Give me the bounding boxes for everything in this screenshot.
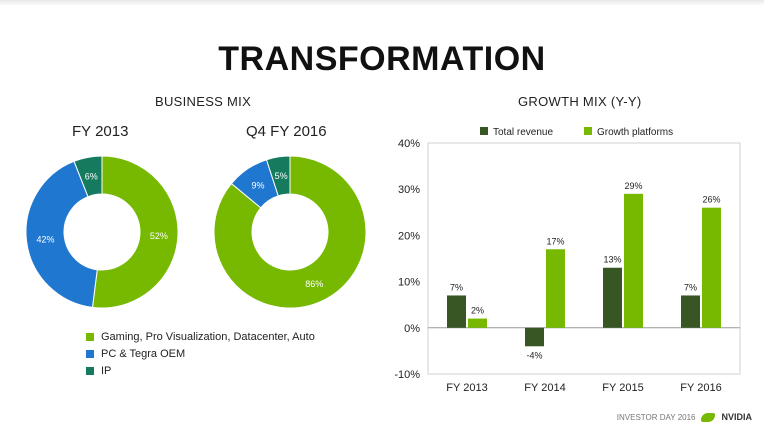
donut-slice — [91, 155, 179, 309]
donut-slice-label: 42% — [36, 235, 54, 245]
y-tick-label: 10% — [398, 277, 420, 289]
donut-slice — [73, 155, 103, 198]
bar — [702, 207, 721, 328]
footer: INVESTOR DAY 2016 NVIDIA — [617, 412, 752, 422]
y-tick-label: 30% — [398, 184, 420, 196]
donut-slice-label: 9% — [251, 180, 264, 190]
bar-value-label: 13% — [603, 255, 621, 265]
legend-label: Gaming, Pro Visualization, Datacenter, A… — [101, 330, 315, 343]
footer-brand: NVIDIA — [721, 412, 752, 422]
donut-slice-label: 86% — [305, 279, 323, 289]
bar — [447, 295, 466, 328]
legend-label: PC & Tegra OEM — [101, 347, 186, 360]
bar — [546, 249, 565, 328]
growth-mix-title: GROWTH MIX (Y-Y) — [518, 94, 642, 109]
legend-item: IP — [86, 362, 315, 379]
x-tick-label: FY 2015 — [602, 382, 643, 394]
bar — [681, 295, 700, 328]
top-band — [0, 0, 764, 6]
plot-frame — [427, 142, 741, 375]
legend-swatch — [86, 366, 94, 375]
donut-slice — [25, 160, 98, 308]
bar — [525, 327, 544, 347]
bar-value-label: 7% — [684, 282, 697, 292]
bar-value-label: 2% — [471, 306, 484, 316]
bar-value-label: 17% — [546, 236, 564, 246]
y-tick-label: 0% — [404, 323, 420, 335]
business-mix-title: BUSINESS MIX — [155, 94, 252, 109]
bar-value-label: 29% — [624, 181, 642, 191]
y-tick-label: 20% — [398, 230, 420, 242]
donut-slice-label: 6% — [85, 172, 98, 182]
legend-item: Gaming, Pro Visualization, Datacenter, A… — [86, 328, 315, 345]
donut-slice-label: 5% — [275, 171, 288, 181]
bar — [468, 318, 487, 328]
bar-value-label: 7% — [450, 282, 463, 292]
x-tick-label: FY 2013 — [446, 382, 487, 394]
legend-swatch — [480, 127, 488, 135]
donut-slice-label: 52% — [150, 231, 168, 241]
y-tick-label: 40% — [398, 138, 420, 150]
legend-label: IP — [101, 364, 112, 377]
x-tick-label: FY 2016 — [680, 382, 721, 394]
bar-value-label: 26% — [702, 195, 720, 205]
legend-item: PC & Tegra OEM — [86, 345, 315, 362]
y-tick-label: -10% — [394, 369, 420, 381]
x-tick-label: FY 2014 — [524, 382, 565, 394]
legend-label: Growth platforms — [597, 127, 673, 138]
legend-swatch — [86, 332, 94, 341]
footer-text: INVESTOR DAY 2016 — [616, 412, 696, 422]
legend-label: Total revenue — [493, 127, 553, 138]
nvidia-logo-icon — [701, 412, 716, 422]
bar-value-label: -4% — [526, 350, 542, 360]
donut-2-title: Q4 FY 2016 — [246, 123, 327, 140]
legend-swatch — [86, 349, 94, 358]
bar — [603, 267, 622, 328]
bar — [624, 193, 643, 328]
legend-swatch — [584, 127, 592, 135]
donut-1-title: FY 2013 — [72, 123, 129, 140]
page-title: TRANSFORMATION — [218, 40, 546, 78]
donut-slice — [213, 155, 367, 309]
donut-slice — [265, 155, 291, 197]
business-mix-legend: Gaming, Pro Visualization, Datacenter, A… — [86, 328, 315, 379]
